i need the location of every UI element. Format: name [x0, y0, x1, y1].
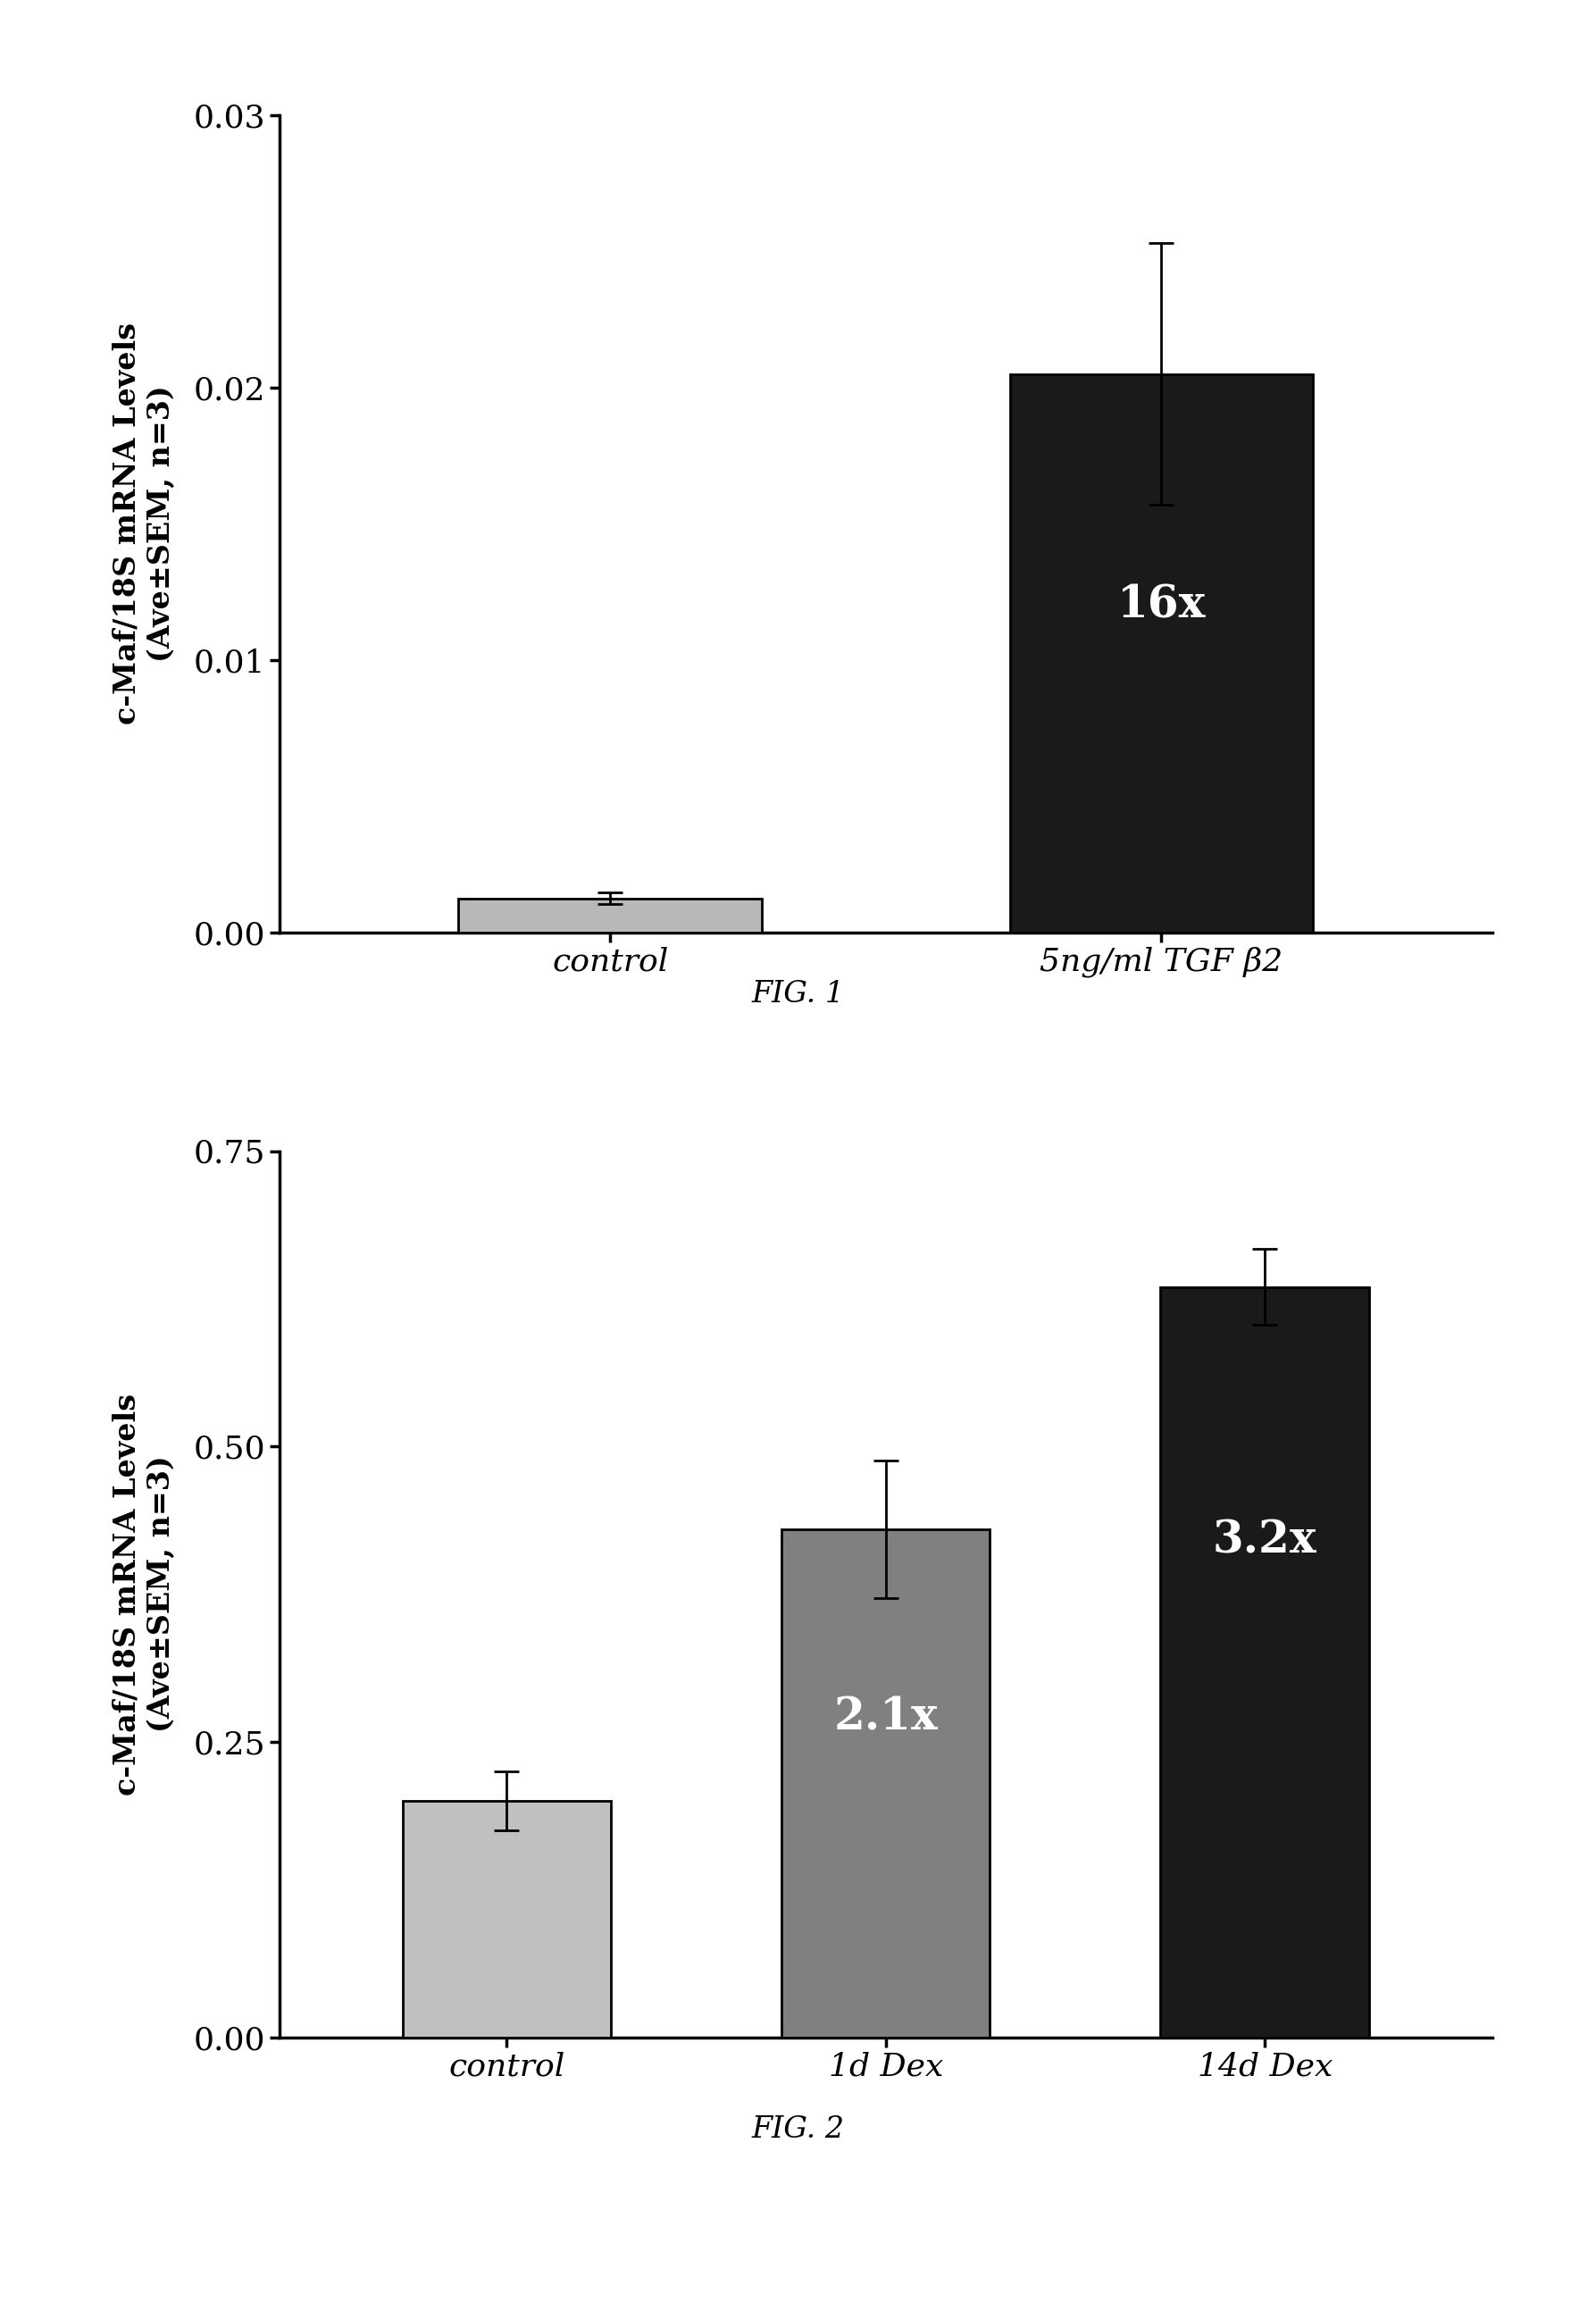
- Text: 2.1x: 2.1x: [833, 1697, 938, 1740]
- Y-axis label: c-Maf/18S mRNA Levels
(Ave±SEM, n=3): c-Maf/18S mRNA Levels (Ave±SEM, n=3): [112, 322, 176, 725]
- Y-axis label: c-Maf/18S mRNA Levels
(Ave±SEM, n=3): c-Maf/18S mRNA Levels (Ave±SEM, n=3): [112, 1393, 176, 1796]
- Bar: [1160, 1287, 1369, 2037]
- Bar: [402, 1800, 611, 2037]
- Bar: [1010, 373, 1314, 932]
- Text: 16x: 16x: [1117, 582, 1207, 628]
- Text: FIG. 1: FIG. 1: [752, 981, 844, 1008]
- Text: 3.2x: 3.2x: [1213, 1519, 1317, 1563]
- Bar: [782, 1529, 990, 2037]
- Text: FIG. 2: FIG. 2: [752, 2116, 844, 2143]
- Bar: [458, 898, 761, 932]
